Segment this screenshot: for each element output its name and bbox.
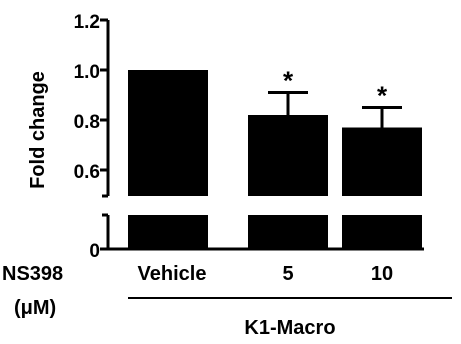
bar-5-upper xyxy=(248,115,328,196)
bar-10-upper xyxy=(342,127,422,196)
category-label-vehicle: Vehicle xyxy=(138,263,207,285)
category-label-10: 10 xyxy=(371,263,393,285)
significance-marker: * xyxy=(283,66,294,96)
y-tick-label-1.2: 1.2 xyxy=(74,12,100,33)
y-tick-label-0.8: 0.8 xyxy=(74,112,100,133)
x-axis-group-label: K1-Macro xyxy=(244,317,335,339)
y-tick-label-0.6: 0.6 xyxy=(74,162,100,183)
bar-vehicle-lower xyxy=(128,215,208,249)
bar-5-lower xyxy=(248,215,328,249)
y-tick-label-1.0: 1.0 xyxy=(74,62,100,83)
treatment-label: NS398 xyxy=(2,263,63,285)
y-axis-label: Fold change xyxy=(27,71,49,189)
bar-10-lower xyxy=(342,215,422,249)
bar-vehicle-upper xyxy=(128,70,208,196)
y-tick-label-0: 0 xyxy=(89,241,100,262)
significance-marker: * xyxy=(377,81,388,111)
treatment-unit: (μM) xyxy=(14,297,56,319)
category-label-5: 5 xyxy=(282,263,293,285)
